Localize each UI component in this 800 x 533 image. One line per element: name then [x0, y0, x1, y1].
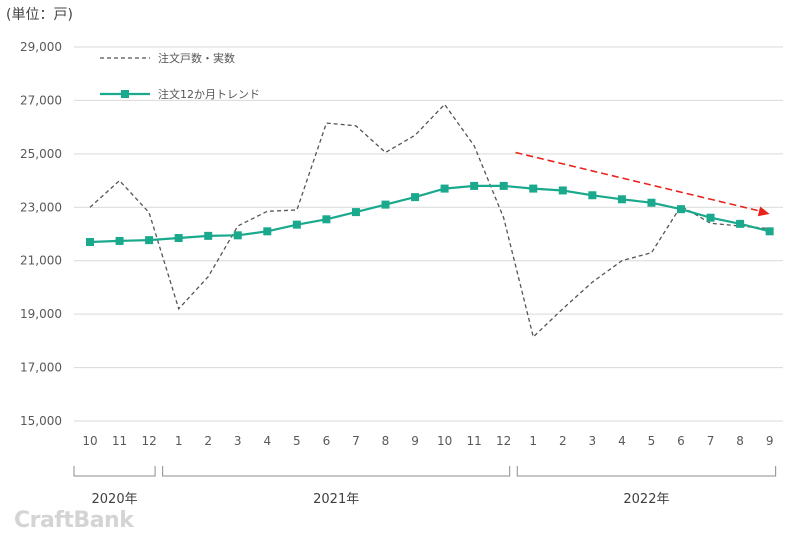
year-bracket	[516, 466, 777, 477]
trend-point	[351, 208, 360, 217]
trend-point	[145, 236, 154, 245]
x-tick-label: 5	[293, 434, 301, 448]
x-tick-label: 10	[82, 434, 97, 448]
trend-point	[174, 234, 183, 243]
legend-marker-line-icon	[100, 90, 150, 98]
x-tick-label: 1	[529, 434, 537, 448]
trend-point	[499, 181, 508, 190]
y-tick-label: 19,000	[20, 307, 62, 321]
trend-point	[736, 219, 745, 228]
trend-point	[706, 213, 715, 222]
trend-point	[204, 231, 213, 240]
trend-point	[115, 236, 124, 245]
trend-point	[381, 200, 390, 209]
x-tick-label: 9	[411, 434, 419, 448]
x-tick-label: 3	[234, 434, 242, 448]
x-tick-label: 8	[736, 434, 744, 448]
actual-orders-line	[89, 103, 770, 339]
y-tick-label: 25,000	[20, 147, 62, 161]
year-bracket	[73, 466, 156, 477]
year-bracket	[162, 466, 511, 477]
x-tick-label: 3	[589, 434, 597, 448]
x-tick-label: 7	[352, 434, 360, 448]
x-tick-label: 5	[648, 434, 656, 448]
x-tick-label: 12	[496, 434, 511, 448]
trend-point	[440, 184, 449, 193]
trend-line	[89, 184, 770, 244]
legend-item-actual: 注文戸数・実数	[100, 48, 260, 68]
legend-label-actual: 注文戸数・実数	[158, 52, 235, 65]
x-tick-label: 6	[677, 434, 685, 448]
year-label: 2022年	[623, 492, 669, 507]
x-tick-label: 11	[467, 434, 482, 448]
x-tick-label: 4	[618, 434, 626, 448]
trend-point	[233, 231, 242, 240]
x-tick-label: 11	[112, 434, 127, 448]
trend-point	[765, 227, 774, 236]
trend-point	[411, 193, 420, 202]
y-tick-label: 27,000	[20, 93, 62, 107]
y-tick-label: 15,000	[20, 414, 62, 428]
legend-item-trend: 注文12か月トレンド	[100, 84, 260, 104]
legend-label-trend: 注文12か月トレンド	[158, 88, 260, 101]
trend-point	[529, 184, 538, 193]
trend-arrow-line	[515, 151, 764, 213]
craftbank-watermark: CraftBank	[14, 508, 134, 533]
trend-point	[470, 181, 479, 190]
trend-point	[617, 195, 626, 204]
x-tick-label: 6	[323, 434, 331, 448]
x-tick-label: 1	[175, 434, 183, 448]
trend-point	[677, 205, 685, 214]
trend-point	[86, 238, 94, 247]
x-tick-label: 9	[766, 434, 774, 448]
y-tick-label: 23,000	[20, 200, 62, 214]
trend-point	[588, 191, 597, 200]
y-axis-unit-label: (単位：戸)	[6, 7, 73, 23]
year-label: 2020年	[92, 492, 138, 507]
y-tick-label: 21,000	[20, 254, 62, 268]
trend-point	[647, 198, 656, 207]
y-tick-label: 29,000	[20, 40, 62, 54]
trend-arrow-head	[757, 206, 770, 217]
trend-point	[322, 215, 331, 224]
x-tick-label: 2	[559, 434, 567, 448]
x-tick-label: 7	[707, 434, 715, 448]
trend-point	[558, 186, 567, 195]
x-tick-label: 10	[437, 434, 452, 448]
x-tick-label: 4	[263, 434, 271, 448]
x-tick-label: 8	[382, 434, 390, 448]
x-tick-label: 2	[204, 434, 212, 448]
x-tick-label: 12	[141, 434, 156, 448]
legend-dashed-line-icon	[100, 57, 150, 59]
chart-legend: 注文戸数・実数 注文12か月トレンド	[100, 48, 260, 120]
trend-point	[263, 227, 272, 236]
year-label: 2021年	[313, 492, 359, 507]
trend-point	[292, 220, 301, 229]
y-tick-label: 17,000	[20, 361, 62, 375]
